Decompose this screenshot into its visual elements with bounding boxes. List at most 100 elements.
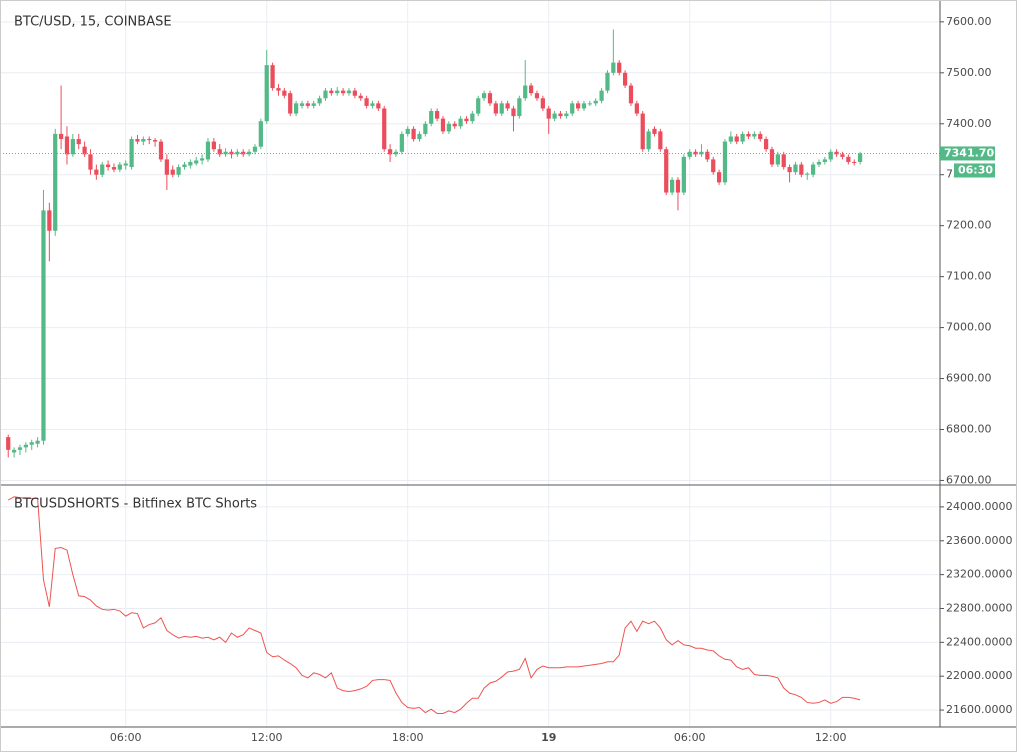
candle-body xyxy=(399,133,404,152)
candle-body xyxy=(481,93,487,99)
candle-body xyxy=(6,437,11,450)
candle-body xyxy=(135,139,140,142)
candle-body xyxy=(476,98,481,114)
y-tick-label: 23600.0000 xyxy=(946,534,1012,547)
candle-body xyxy=(276,88,281,91)
candle-body xyxy=(570,103,575,114)
candle-body xyxy=(828,151,833,160)
candle-body xyxy=(840,154,845,157)
candle-body xyxy=(834,151,839,155)
x-tick-label: 06:00 xyxy=(674,731,706,744)
candle-body xyxy=(364,98,369,106)
candle-body xyxy=(440,118,446,132)
candle-body xyxy=(675,179,681,193)
candle-body xyxy=(323,90,328,99)
candle-body xyxy=(376,103,381,109)
candle-body xyxy=(82,146,87,155)
candle-body xyxy=(335,90,340,94)
candle-body xyxy=(147,139,152,141)
candle-body xyxy=(646,131,651,150)
y-tick-label: 6900.00 xyxy=(946,372,992,385)
marks xyxy=(0,29,940,714)
candle-body xyxy=(340,90,346,94)
countdown-label: 06:30 xyxy=(958,163,993,176)
candle-body xyxy=(199,158,205,161)
y-tick-label: 7400.00 xyxy=(946,117,992,130)
y-tick-label: 6700.00 xyxy=(946,473,992,486)
candle-body xyxy=(217,149,222,155)
candle-body xyxy=(158,141,164,160)
candle-body xyxy=(523,85,528,99)
candle-body xyxy=(311,103,316,106)
candle-body xyxy=(752,133,757,137)
candle-body xyxy=(822,159,827,162)
y-tick-label: 7000.00 xyxy=(946,321,992,334)
candle-body xyxy=(417,133,422,140)
candle-body xyxy=(805,173,810,175)
candle-body xyxy=(382,108,387,150)
candle-body xyxy=(716,172,722,183)
candle-body xyxy=(270,65,275,89)
y-tick-label: 23200.0000 xyxy=(946,568,1012,581)
candle-body xyxy=(564,113,569,117)
candle-body xyxy=(76,139,81,145)
candle-body xyxy=(711,159,716,173)
y-tick-label: 7500.00 xyxy=(946,66,992,79)
candle-body xyxy=(470,113,475,122)
x-tick-label: 12:00 xyxy=(815,731,847,744)
candle-body xyxy=(816,161,822,165)
candle-body xyxy=(605,72,610,91)
candle-body xyxy=(258,121,263,147)
candle-body xyxy=(452,123,457,127)
y-tick-label: 7600.00 xyxy=(946,15,992,28)
candle-body xyxy=(352,90,357,96)
candle-body xyxy=(317,98,322,104)
candle-body xyxy=(857,153,863,162)
y-tick-label: 21600.0000 xyxy=(946,703,1012,716)
candle-body xyxy=(546,108,551,119)
candle-body xyxy=(47,210,52,231)
candle-body xyxy=(64,136,70,155)
candle-body xyxy=(141,139,146,142)
candle-body xyxy=(558,113,563,117)
candle-body xyxy=(740,133,745,142)
candle-body xyxy=(852,161,857,163)
candle-body xyxy=(799,164,804,175)
candle-body xyxy=(88,154,93,170)
candle-body xyxy=(687,151,692,157)
candle-body xyxy=(611,62,616,73)
y-tick-label: 7200.00 xyxy=(946,219,992,232)
candle-body xyxy=(252,146,258,152)
candle-body xyxy=(282,90,287,96)
candle-body xyxy=(499,103,504,114)
indicator-title: BTCUSDSHORTS - Bitfinex BTC Shorts xyxy=(14,497,257,512)
y-tick-label: 7100.00 xyxy=(946,270,992,283)
candle-body xyxy=(100,164,105,175)
axes: 06:00 12:00 18:00 19 06:00 12:00 6700.00 6800.0… xyxy=(110,15,1013,744)
x-tick-label: 19 xyxy=(541,731,556,744)
candle-body xyxy=(540,98,545,109)
candle-body xyxy=(123,163,128,166)
candle-body xyxy=(387,149,393,155)
candle-body xyxy=(769,149,775,165)
x-tick-label: 12:00 xyxy=(251,731,283,744)
candle-body xyxy=(305,103,310,106)
candle-body xyxy=(370,103,375,106)
candle-body xyxy=(17,447,23,450)
candle-body xyxy=(329,90,334,94)
candle-body xyxy=(205,141,211,160)
candle-body xyxy=(411,128,416,140)
candle-body xyxy=(299,103,305,106)
candle-body xyxy=(405,128,410,134)
candle-body xyxy=(194,160,199,164)
candle-body xyxy=(728,136,733,142)
y-tick-label: 24000.0000 xyxy=(946,500,1012,513)
candle-body xyxy=(105,164,111,168)
candle-body xyxy=(505,103,510,109)
candle-body xyxy=(35,440,40,444)
candle-body xyxy=(288,93,293,114)
y-tick-label: 6800.00 xyxy=(946,422,992,435)
candle-body xyxy=(94,169,99,175)
